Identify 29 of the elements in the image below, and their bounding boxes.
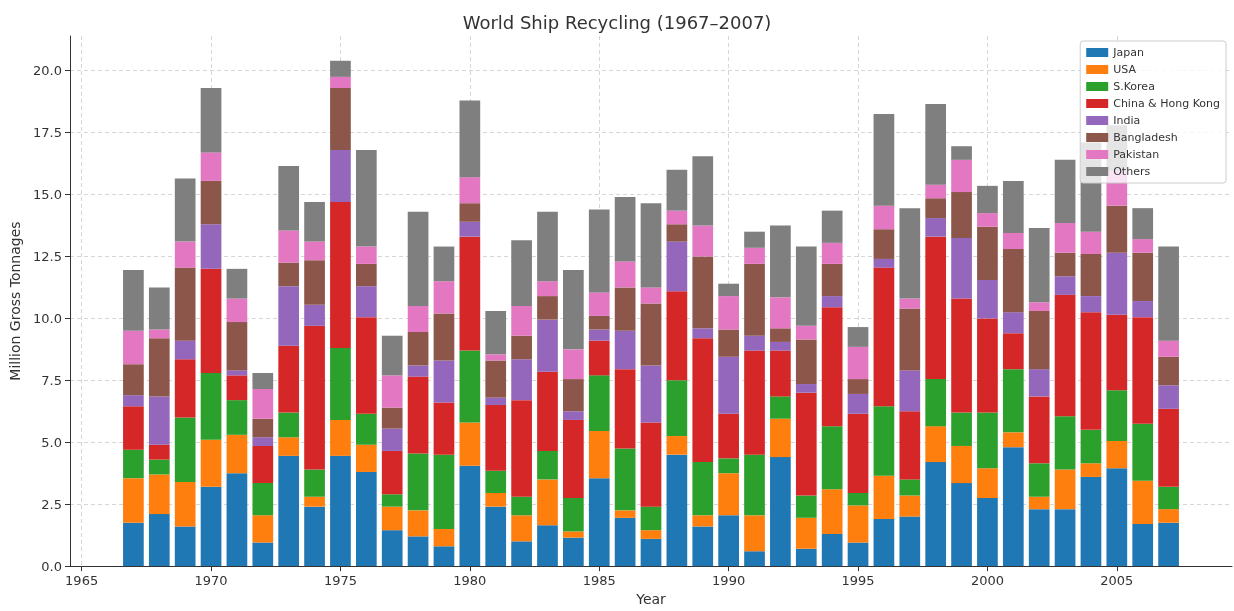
legend-label: Others — [1113, 165, 1151, 178]
legend-label: USA — [1113, 63, 1137, 76]
y-tick-label: 5.0 — [41, 434, 62, 450]
x-axis-title: Year — [635, 591, 667, 607]
y-tick-label: 17.5 — [33, 125, 62, 141]
x-tick-label: 1985 — [582, 573, 616, 589]
x-tick-label: 2005 — [1100, 573, 1134, 589]
x-tick-label: 1980 — [453, 573, 487, 589]
chart-title: World Ship Recycling (1967–2007) — [462, 11, 772, 33]
y-tick-label: 2.5 — [41, 496, 62, 512]
x-tick-label: 1990 — [712, 573, 746, 589]
legend-label: S.Korea — [1113, 80, 1155, 93]
y-tick-label: 12.5 — [33, 248, 62, 264]
y-tick-label: 15.0 — [33, 187, 62, 203]
y-tick-label: 20.0 — [33, 63, 62, 79]
x-tick-label: 1970 — [194, 573, 228, 589]
legend-label: Bangladesh — [1113, 131, 1178, 144]
x-tick-label: 2000 — [970, 573, 1004, 589]
legend-label: Japan — [1112, 46, 1144, 59]
y-tick-label: 0.0 — [41, 558, 62, 574]
y-tick-label: 7.5 — [41, 372, 62, 388]
x-tick-label: 1975 — [323, 573, 357, 589]
y-axis-title: Million Gross Tonnages — [7, 221, 23, 381]
legend-label: India — [1113, 114, 1141, 127]
y-tick-label: 10.0 — [33, 310, 62, 326]
x-tick-label: 1965 — [65, 573, 99, 589]
legend-label: Pakistan — [1113, 148, 1160, 161]
legend-label: China & Hong Kong — [1113, 97, 1220, 110]
x-tick-label: 1995 — [841, 573, 875, 589]
